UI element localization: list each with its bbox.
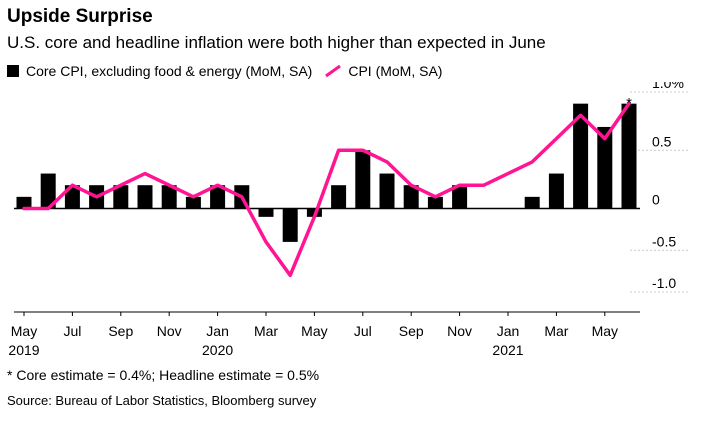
core-cpi-bar xyxy=(548,173,564,209)
core-cpi-bar xyxy=(573,103,589,209)
chart-source: Source: Bureau of Labor Statistics, Bloo… xyxy=(7,393,317,408)
core-cpi-bar xyxy=(331,185,347,209)
x-tick-label: May xyxy=(11,323,37,339)
legend-label-cpi: CPI (MoM, SA) xyxy=(348,63,443,79)
x-tick-year-label: 2019 xyxy=(8,342,39,358)
chart-title: Upside Surprise xyxy=(7,6,153,27)
x-tick-label: May xyxy=(592,323,618,339)
legend-label-core: Core CPI, excluding food & energy (MoM, … xyxy=(26,63,313,79)
core-cpi-bar xyxy=(258,208,274,217)
core-cpi-bar xyxy=(185,196,201,209)
x-tick-label: May xyxy=(301,323,327,339)
x-tick-label: Jul xyxy=(354,323,372,339)
core-cpi-bar xyxy=(524,196,540,209)
x-tick-label: Jan xyxy=(497,323,520,339)
core-cpi-bar xyxy=(40,173,56,209)
core-cpi-bar xyxy=(403,185,419,209)
legend-swatch-line xyxy=(325,64,342,78)
x-tick-year-label: 2020 xyxy=(202,342,233,358)
cpi-line xyxy=(22,101,631,278)
chart-plot: 1.0% 0.5 0 -0.5 -1.0 * May 2019 Jul Sep Nov Jan 2020… xyxy=(8,82,690,358)
y-tick-label: 0.5 xyxy=(652,133,672,149)
y-tick-label: -1.0 xyxy=(652,275,676,291)
core-cpi-bar xyxy=(113,185,129,209)
x-tick-label: Jan xyxy=(206,323,229,339)
x-tick-label: Sep xyxy=(108,323,133,339)
y-tick-label: 0 xyxy=(652,192,660,208)
core-cpi-bar xyxy=(210,185,226,209)
chart-subtitle: U.S. core and headline inflation were bo… xyxy=(7,33,546,52)
core-cpi-bar xyxy=(452,185,468,209)
estimate-annotation: * xyxy=(626,95,632,112)
x-tick-label: Jul xyxy=(63,323,81,339)
x-tick-label: Sep xyxy=(399,323,424,339)
core-cpi-bar xyxy=(355,150,371,209)
legend-swatch-bar xyxy=(7,65,19,77)
core-cpi-bar xyxy=(597,126,613,209)
x-tick-label: Mar xyxy=(254,323,278,339)
y-tick-label: 1.0% xyxy=(652,82,684,91)
chart-note: * Core estimate = 0.4%; Headline estimat… xyxy=(7,367,320,383)
x-tick-label: Nov xyxy=(157,323,182,339)
core-cpi-bar xyxy=(16,196,32,209)
core-cpi-bar xyxy=(137,185,153,209)
x-tick-year-label: 2021 xyxy=(492,342,523,358)
legend: Core CPI, excluding food & energy (MoM, … xyxy=(7,63,442,79)
x-tick-label: Nov xyxy=(447,323,472,339)
core-cpi-bar xyxy=(379,173,395,209)
core-cpi-bar xyxy=(427,196,443,209)
core-cpi-bar xyxy=(282,208,298,242)
x-tick-label: Mar xyxy=(544,323,568,339)
core-cpi-bar xyxy=(621,103,637,209)
y-tick-label: -0.5 xyxy=(652,233,676,249)
core-cpi-bar xyxy=(161,185,177,209)
